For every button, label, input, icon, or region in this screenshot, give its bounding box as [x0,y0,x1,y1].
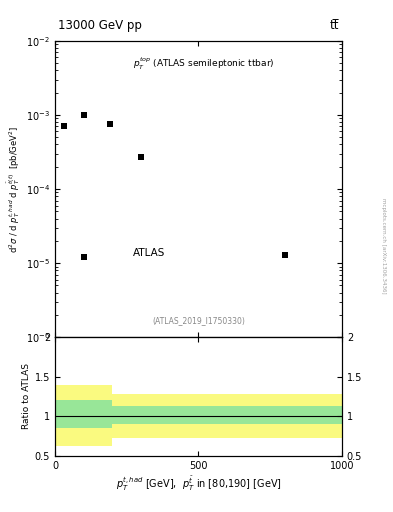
Y-axis label: d$^2\sigma$ / d $p_T^{t,had}$ d $p_T^{\bar{t}(t)}$  [pb/GeV$^2$]: d$^2\sigma$ / d $p_T^{t,had}$ d $p_T^{\b… [5,125,22,252]
Text: $p_T^{top}$ (ATLAS semileptonic ttbar): $p_T^{top}$ (ATLAS semileptonic ttbar) [134,56,275,72]
Y-axis label: Ratio to ATLAS: Ratio to ATLAS [22,364,31,430]
Text: (ATLAS_2019_I1750330): (ATLAS_2019_I1750330) [152,316,245,325]
X-axis label: $p_T^{t,had}$ [GeV],  $p_T^{\bar{t}}$ in [80,190] [GeV]: $p_T^{t,had}$ [GeV], $p_T^{\bar{t}}$ in … [116,475,281,493]
Text: ATLAS: ATLAS [132,248,165,259]
Text: 13000 GeV pp: 13000 GeV pp [58,19,142,32]
Text: tt̅: tt̅ [330,19,339,32]
Text: mcplots.cern.ch [arXiv:1306.3436]: mcplots.cern.ch [arXiv:1306.3436] [381,198,386,293]
